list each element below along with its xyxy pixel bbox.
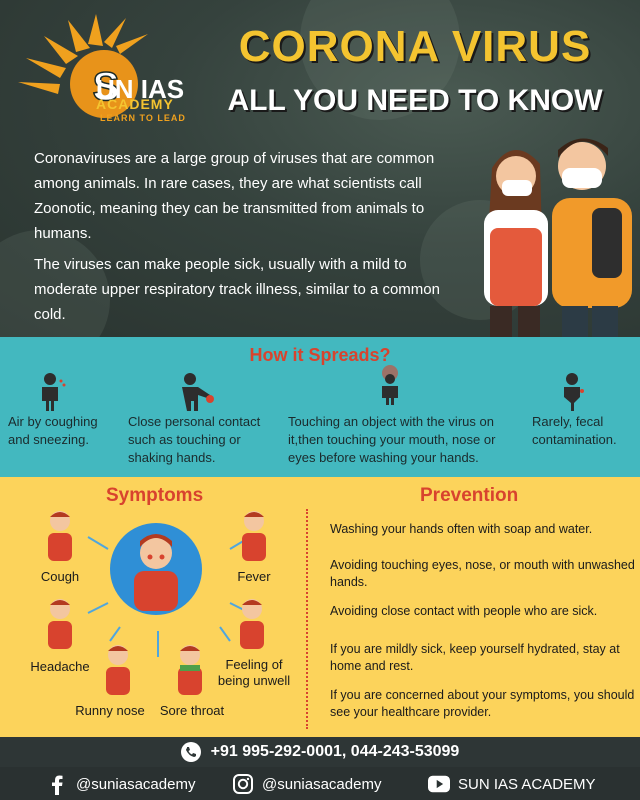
youtube-icon — [428, 773, 450, 795]
facebook-handle: @suniasacademy — [76, 775, 196, 793]
unwell-symptom-figure — [240, 599, 264, 649]
how-it-spreads-section: How it Spreads? Air by coughing and snee… — [0, 337, 640, 477]
prevention-item: Avoiding close contact with people who a… — [330, 604, 598, 618]
spread-item-text: Touching an object with the virus on it,… — [288, 414, 496, 465]
symptom-label: Runny nose — [75, 703, 145, 718]
sore-throat-symptom-figure — [178, 645, 202, 695]
spread-item-text: Rarely, fecal contamination. — [532, 414, 617, 447]
facebook-icon — [46, 773, 68, 795]
symptom-arrows — [87, 536, 251, 657]
logo-tagline: LEARN TO LEAD — [100, 113, 186, 123]
people-with-masks-illustration — [484, 138, 632, 337]
symptom-label: Feeling of being unwell — [217, 657, 291, 688]
phone-icon — [180, 742, 201, 762]
spread-item-text: Close personal contact such as touching … — [128, 414, 261, 465]
symptoms-prevention-section: Symptoms Prevention Cough Fever Headache — [0, 477, 640, 737]
intro-paragraph: Coronaviruses are a large group of virus… — [34, 150, 435, 242]
prevention-item: Avoiding touching eyes, nose, or mouth w… — [330, 558, 635, 589]
intro-text: Coronaviruses are a large group of virus… — [34, 146, 474, 333]
prevention-item: Washing your hands often with soap and w… — [330, 522, 593, 536]
social-bar: @suniasacademy @suniasacademy SUN IAS AC… — [0, 767, 640, 800]
coughing-person-icon — [42, 373, 66, 411]
instagram-icon — [232, 773, 254, 795]
prevention-item: If you are concerned about your symptoms… — [330, 688, 635, 719]
prevention-title: Prevention — [420, 485, 519, 506]
page-subtitle: ALL YOU NEED TO KNOW — [227, 84, 603, 117]
phone-bar: +91 995-292-0001, 044-243-53099 — [0, 737, 640, 767]
fecal-contamination-icon — [564, 373, 584, 411]
symptom-label: Cough — [40, 569, 80, 584]
spread-item-text: Air by coughing and sneezing. — [8, 414, 98, 447]
symptom-label: Headache — [30, 659, 90, 674]
symptom-label: Fever — [237, 569, 271, 584]
cough-symptom-figure — [48, 511, 72, 561]
symptom-label: Sore throat — [159, 703, 225, 718]
symptoms-title: Symptoms — [106, 485, 204, 506]
header-section: S UN IAS ACADEMY LEARN TO LEAD CORONA VI… — [0, 0, 640, 337]
touching-object-icon — [382, 365, 398, 405]
svg-text:S: S — [93, 65, 120, 109]
section-divider — [306, 509, 308, 729]
prevention-item: If you are mildly sick, keep yourself hy… — [330, 642, 620, 673]
runny-nose-symptom-figure — [106, 645, 130, 695]
phone-numbers[interactable]: +91 995-292-0001, 044-243-53099 — [210, 743, 460, 760]
handshake-contact-icon — [182, 373, 214, 411]
logo-name-suffix: UN IAS — [96, 74, 184, 104]
youtube-channel: SUN IAS ACADEMY — [458, 775, 596, 793]
youtube-link[interactable]: SUN IAS ACADEMY — [428, 773, 596, 795]
facebook-link[interactable]: @suniasacademy — [46, 773, 195, 795]
page-title: CORONA VIRUS — [238, 22, 592, 71]
logo-subtitle: ACADEMY — [96, 96, 174, 112]
spread-title: How it Spreads? — [249, 345, 391, 365]
headache-symptom-figure — [48, 599, 72, 649]
intro-paragraph: The viruses can make people sick, usuall… — [34, 256, 440, 323]
sun-ias-logo: S UN IAS — [18, 14, 184, 118]
instagram-link[interactable]: @suniasacademy — [232, 773, 381, 795]
instagram-handle: @suniasacademy — [262, 775, 382, 793]
fever-symptom-figure — [242, 511, 266, 561]
sick-person-illustration — [110, 523, 202, 615]
